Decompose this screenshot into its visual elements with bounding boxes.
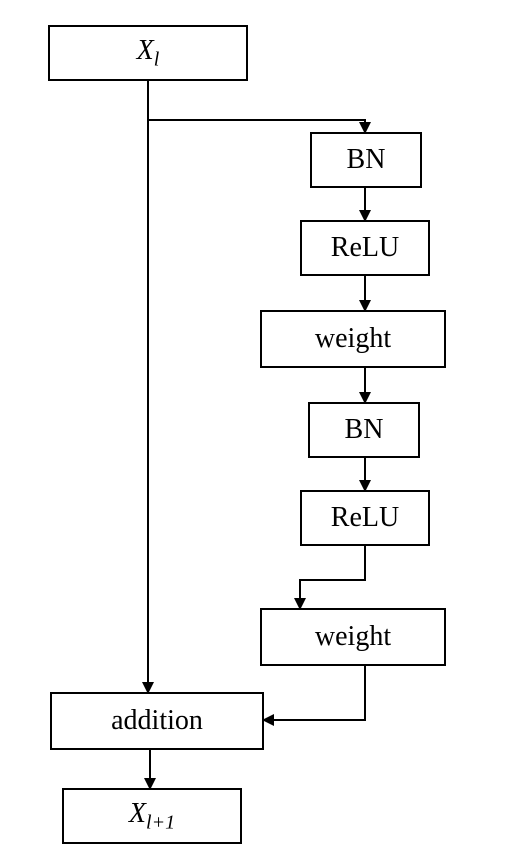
node-bn1: BN xyxy=(310,132,422,188)
node-label-bn2: BN xyxy=(345,414,384,446)
node-input: Xl xyxy=(48,25,248,81)
node-label-output: Xl+1 xyxy=(129,798,175,835)
node-addition: addition xyxy=(50,692,264,750)
node-label-input: Xl xyxy=(137,35,160,72)
node-bn2: BN xyxy=(308,402,420,458)
node-label-relu1: ReLU xyxy=(331,232,399,264)
node-label-bn1: BN xyxy=(347,144,386,176)
node-label-weight2: weight xyxy=(315,621,391,653)
edge-weight2-to-addition xyxy=(264,666,365,720)
node-label-addition: addition xyxy=(111,705,203,737)
node-weight1: weight xyxy=(260,310,446,368)
node-label-relu2: ReLU xyxy=(331,502,399,534)
node-label-weight1: weight xyxy=(315,323,391,355)
edge-relu2-to-weight2 xyxy=(300,546,365,608)
node-output: Xl+1 xyxy=(62,788,242,844)
edge-input-to-bn1 xyxy=(148,120,365,132)
node-relu1: ReLU xyxy=(300,220,430,276)
node-weight2: weight xyxy=(260,608,446,666)
node-relu2: ReLU xyxy=(300,490,430,546)
flowchart-container: Xl BN ReLU weight BN ReLU weight addition Xl+1 xyxy=(0,0,518,859)
